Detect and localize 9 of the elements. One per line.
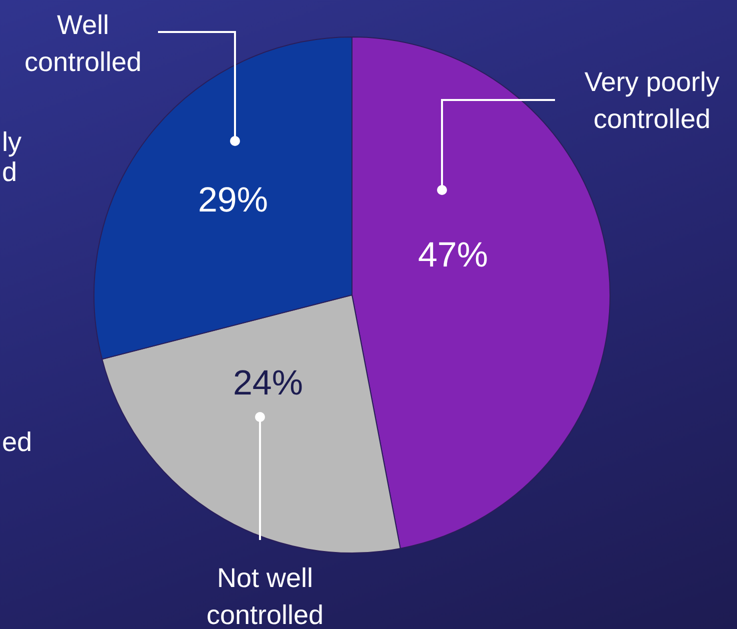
slice-label: Not well controlled	[206, 563, 324, 629]
data-label: 24%	[232, 364, 304, 402]
slice-label: Well controlled	[24, 10, 142, 77]
text: ly	[2, 126, 22, 158]
data-label: 47%	[418, 236, 488, 274]
text: ed	[2, 426, 32, 458]
text: d	[2, 157, 18, 188]
slice-label: Very poorly controlled	[584, 67, 720, 134]
data-label: 29%	[198, 180, 268, 220]
